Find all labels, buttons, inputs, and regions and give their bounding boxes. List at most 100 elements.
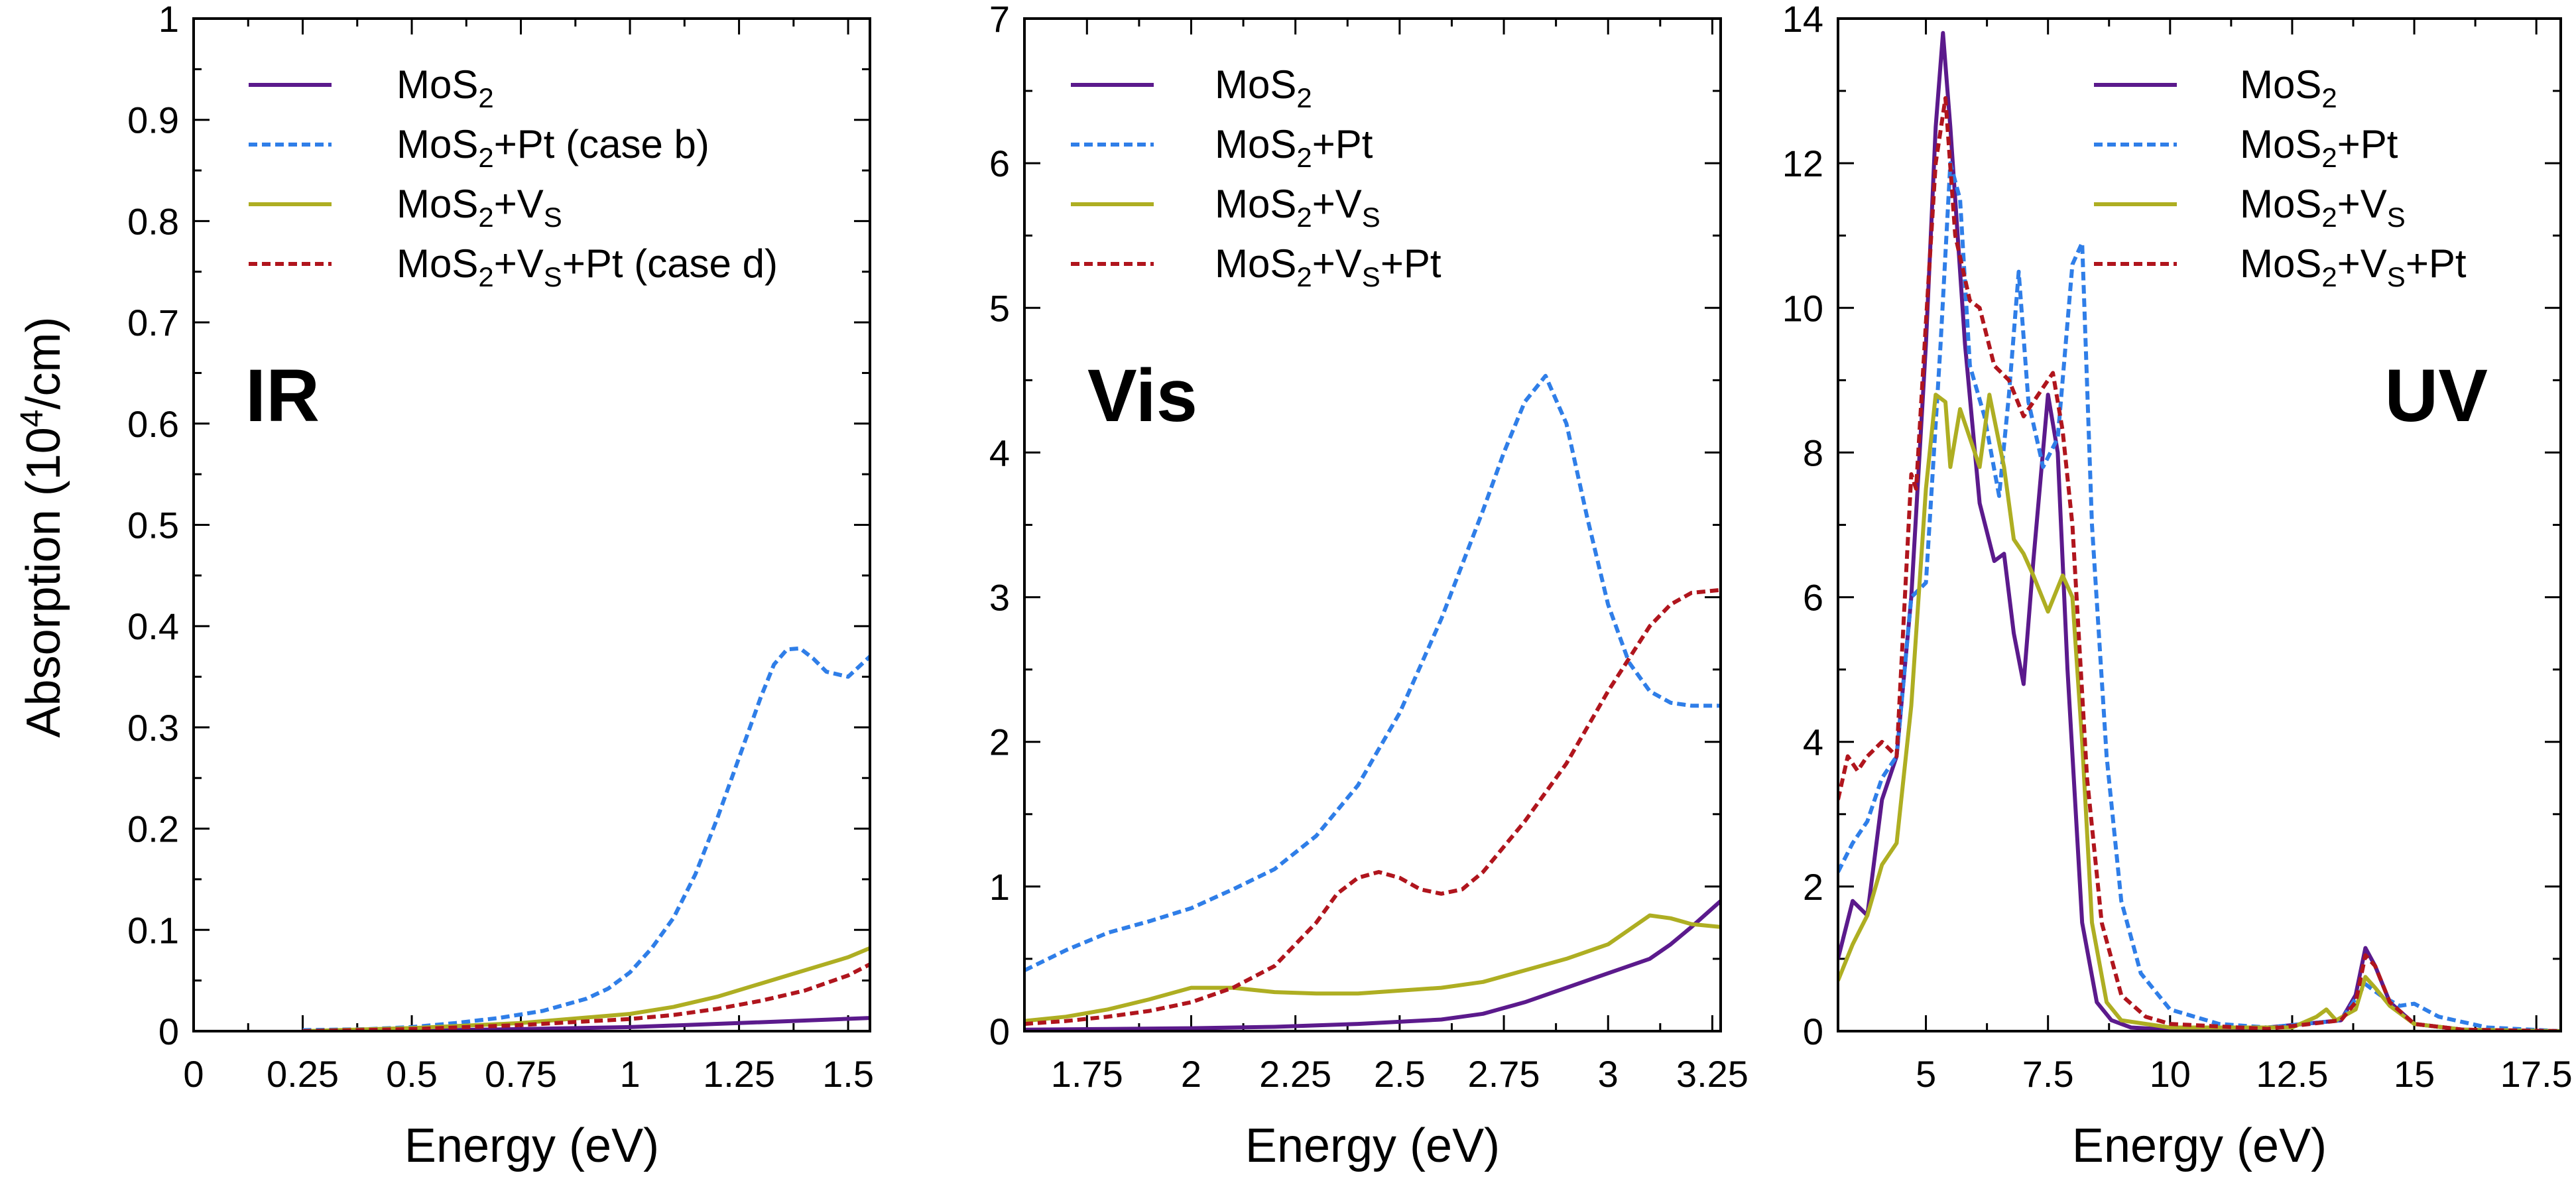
vis-panel: 1.75 2 2.25 2.5 2.75 3 3.2501234567MoS2MoS2+Pt… xyxy=(989,0,1748,1172)
x-tick-label: 3.25 xyxy=(1676,1053,1748,1095)
legend-label-vspt: MoS2+VS+Pt (case d) xyxy=(397,241,778,292)
y-tick-label: 0.8 xyxy=(127,200,179,242)
legend-text: MoS xyxy=(2240,62,2321,107)
x-tick-label: 15 xyxy=(2394,1053,2435,1095)
legend-text: +V xyxy=(494,182,544,226)
legend-label-mos2: MoS2 xyxy=(2240,62,2337,113)
series-line-vs xyxy=(1024,913,1721,1023)
y-tick-label: 1 xyxy=(989,866,1010,908)
legend-text: MoS xyxy=(2240,241,2321,286)
y-tick-label: 3 xyxy=(989,577,1010,619)
legend-subscript: S xyxy=(2387,202,2406,233)
legend-text: +Pt xyxy=(2406,241,2467,286)
legend-text: +V xyxy=(2337,241,2387,286)
x-tick-label: 17.5 xyxy=(2500,1053,2573,1095)
y-tick-label: 4 xyxy=(1803,721,1823,763)
series-line-vspt xyxy=(302,962,870,1031)
y-axis-title-text: Absorption (10 xyxy=(17,427,70,737)
y-tick-label: 0 xyxy=(989,1011,1010,1052)
legend-text: MoS xyxy=(1215,122,1296,166)
legend-text: MoS xyxy=(1215,182,1296,226)
x-tick-label: 0.5 xyxy=(386,1053,438,1095)
legend-subscript: 2 xyxy=(1296,261,1312,292)
legend-label-vs: MoS2+VS xyxy=(397,182,562,233)
x-tick-label: 2 xyxy=(1181,1053,1201,1095)
x-tick-label: 2.25 xyxy=(1259,1053,1331,1095)
x-tick-label: 1 xyxy=(619,1053,640,1095)
x-tick-label: 1.25 xyxy=(703,1053,775,1095)
series-line-pt xyxy=(302,646,870,1031)
y-tick-label: 5 xyxy=(989,287,1010,329)
uv-panel: 5 7.5 10 12.5 15 17.502468101214MoS2MoS2+PtMo… xyxy=(1782,0,2573,1172)
x-tick-label: 5 xyxy=(1916,1053,1936,1095)
legend-subscript: 2 xyxy=(2321,261,2337,292)
x-tick-label: 7.5 xyxy=(2022,1053,2074,1095)
y-tick-label: 0.9 xyxy=(127,99,179,141)
x-tick-label: 2.5 xyxy=(1374,1053,1426,1095)
legend-subscript: S xyxy=(544,261,562,292)
legend-text: MoS xyxy=(1215,241,1296,286)
legend-text: +V xyxy=(2337,182,2387,226)
legend-subscript: S xyxy=(1362,202,1380,233)
legend-subscript: 2 xyxy=(1296,82,1312,113)
x-axis-title: Energy (eV) xyxy=(404,1119,659,1172)
plot-frame xyxy=(1023,17,1722,1032)
legend-text: +Pt (case b) xyxy=(494,122,709,166)
legend-text: +V xyxy=(1312,182,1362,226)
y-tick-label: 2 xyxy=(989,721,1010,763)
x-tick-label: 1.5 xyxy=(822,1053,874,1095)
legend-label-mos2: MoS2 xyxy=(1215,62,1312,113)
legend-subscript: 2 xyxy=(478,261,493,292)
y-tick-label: 0.3 xyxy=(127,707,179,749)
legend-text: +Pt (case d) xyxy=(562,241,778,286)
x-tick-label: 3 xyxy=(1598,1053,1619,1095)
series-line-vspt xyxy=(1838,96,2561,1031)
y-axis-title: Absorption (104/cm) xyxy=(15,317,70,738)
series-line-pt xyxy=(1024,373,1721,973)
y-tick-label: 6 xyxy=(989,143,1010,184)
panel-label: IR xyxy=(245,354,320,437)
legend-text: +Pt xyxy=(1312,122,1373,166)
y-tick-label: 0.1 xyxy=(127,909,179,951)
legend-subscript: 2 xyxy=(478,142,493,173)
y-axis-title-tail: /cm) xyxy=(17,317,70,410)
y-tick-label: 1 xyxy=(158,0,179,40)
series-line-vs xyxy=(1838,393,2561,1031)
y-tick-label: 4 xyxy=(989,432,1010,473)
legend-text: +V xyxy=(494,241,544,286)
y-tick-label: 6 xyxy=(1803,577,1823,619)
series-line-mos2 xyxy=(1838,31,2561,1031)
y-tick-label: 0.4 xyxy=(127,605,179,647)
x-tick-label: 0.75 xyxy=(485,1053,557,1095)
legend-label-pt: MoS2+Pt (case b) xyxy=(397,122,709,173)
legend-label-vs: MoS2+VS xyxy=(2240,182,2406,233)
legend-text: +V xyxy=(1312,241,1362,286)
legend-label-vspt: MoS2+VS+Pt xyxy=(2240,241,2467,292)
legend-subscript: 2 xyxy=(478,202,493,233)
legend-subscript: 2 xyxy=(478,82,493,113)
y-tick-label: 8 xyxy=(1803,432,1823,473)
legend-subscript: 2 xyxy=(1296,202,1312,233)
series-line-mos2 xyxy=(1024,899,1721,1031)
series-line-vspt xyxy=(1024,588,1721,1027)
legend-text: MoS xyxy=(2240,182,2321,226)
legend-subscript: 2 xyxy=(2321,142,2337,173)
y-tick-label: 7 xyxy=(989,0,1010,40)
y-tick-label: 0 xyxy=(158,1011,179,1052)
y-tick-label: 14 xyxy=(1782,0,1823,40)
legend-label-vs: MoS2+VS xyxy=(1215,182,1380,233)
legend-text: MoS xyxy=(397,62,478,107)
y-axis-title-superscript: 4 xyxy=(15,409,50,427)
x-axis-title: Energy (eV) xyxy=(1245,1119,1500,1172)
series-line-vs xyxy=(302,946,870,1031)
x-tick-label: 1.75 xyxy=(1051,1053,1123,1095)
legend-label-mos2: MoS2 xyxy=(397,62,494,113)
y-tick-label: 0 xyxy=(1803,1011,1823,1052)
legend-text: MoS xyxy=(397,241,478,286)
x-tick-label: 0 xyxy=(183,1053,204,1095)
legend-label-pt: MoS2+Pt xyxy=(2240,122,2398,173)
legend-text: MoS xyxy=(1215,62,1296,107)
legend-text: +Pt xyxy=(2337,122,2398,166)
plot-frame xyxy=(192,17,871,1032)
